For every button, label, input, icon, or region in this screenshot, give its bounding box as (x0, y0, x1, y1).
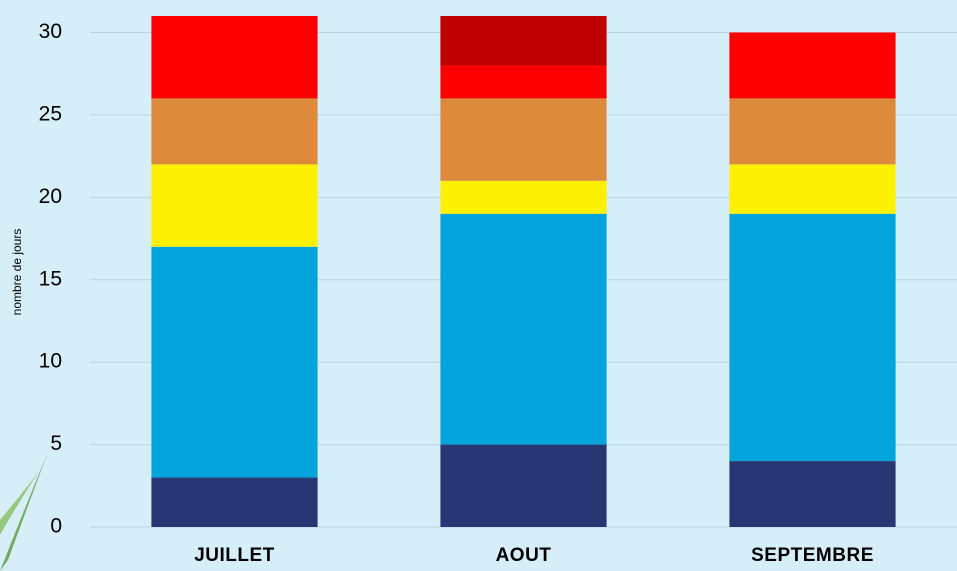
y-tick-label: 25 (39, 102, 62, 125)
y-axis-label: nombre de jours (10, 229, 24, 316)
bar-segment (151, 246, 318, 478)
bar-segment (729, 213, 896, 462)
y-tick-label: 20 (39, 185, 62, 208)
bar-segment (729, 461, 896, 527)
bar-segment (729, 164, 896, 214)
bar-segment (440, 213, 607, 445)
x-tick-label: JUILLET (194, 545, 275, 566)
bar-segment (440, 65, 607, 99)
x-tick-label: AOUT (496, 545, 552, 566)
y-tick-label: 5 (50, 432, 62, 455)
bar-segment (729, 32, 896, 99)
bar-segment (151, 16, 318, 99)
bar-segment (151, 98, 318, 165)
bar-segment (440, 180, 607, 214)
palm-leaf (0, 452, 48, 571)
y-tick-label: 0 (50, 515, 62, 538)
y-tick-label: 30 (39, 20, 62, 43)
x-tick-label: SEPTEMBRE (751, 545, 874, 566)
bar-segment (440, 444, 607, 527)
bar-segment (440, 98, 607, 181)
bar-segment (151, 164, 318, 247)
y-tick-label: 10 (39, 350, 62, 373)
bar-segment (440, 16, 607, 66)
bar-segment (151, 477, 318, 527)
y-tick-label: 15 (39, 267, 62, 290)
bar-segment (729, 98, 896, 165)
